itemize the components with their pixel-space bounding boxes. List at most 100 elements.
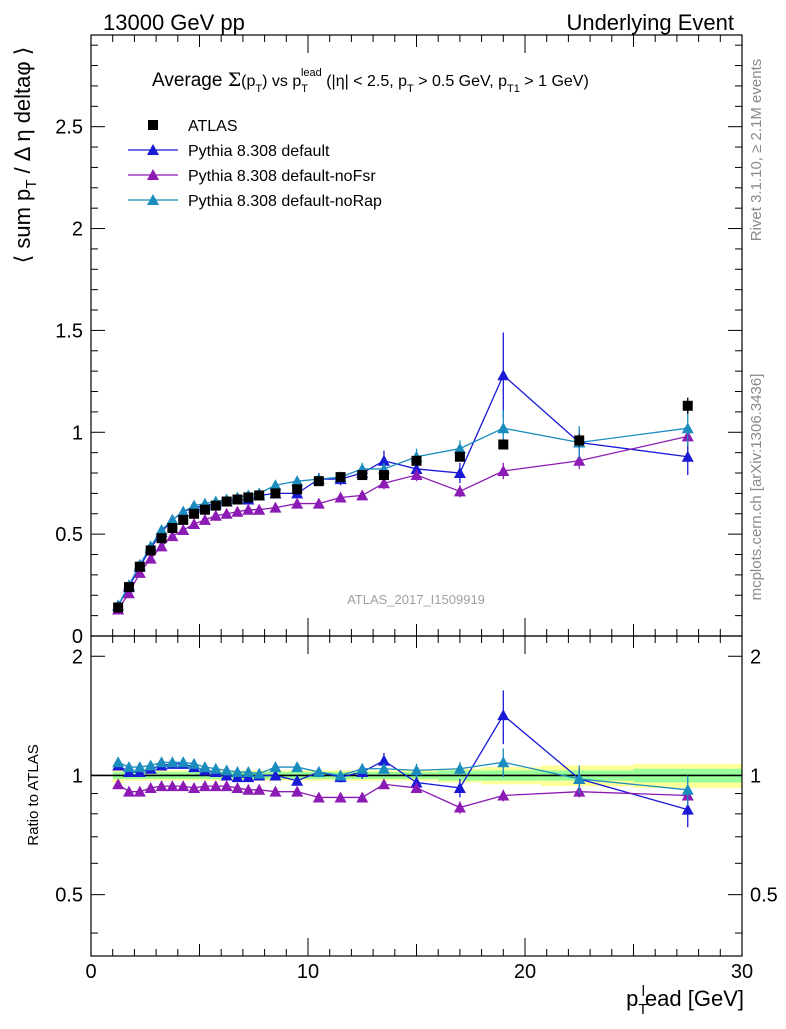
data-point (113, 602, 124, 613)
data-point (156, 533, 167, 544)
data-point (155, 540, 168, 552)
ratio-y-axis-label: Ratio to ATLAS (25, 744, 42, 845)
ratio-series-line (117, 714, 688, 811)
ratio-y-tick-label: 2 (72, 646, 83, 668)
ratio-point (497, 756, 510, 768)
svg-text:pTlead [GeV]: pTlead [GeV] (626, 983, 744, 1018)
data-point (221, 496, 232, 507)
data-point (335, 472, 346, 483)
series-line (117, 374, 688, 606)
header-right: Underlying Event (566, 10, 734, 35)
ratio-point (410, 781, 423, 793)
data-point (411, 455, 422, 466)
data-point (254, 490, 265, 501)
data-point (231, 505, 244, 517)
ratio-point (453, 781, 466, 793)
data-point (498, 439, 509, 450)
legend: ATLAS Pythia 8.308 default Pythia 8.308 de… (128, 118, 382, 210)
data-point (243, 492, 254, 503)
ratio-point (253, 767, 266, 779)
ratio-point (377, 778, 390, 790)
data-point (453, 467, 466, 479)
ratio-point (122, 761, 135, 773)
data-point (377, 477, 390, 489)
data-point (453, 442, 466, 454)
data-point (232, 494, 243, 505)
ratio-point (453, 801, 466, 813)
x-tick-label: 10 (297, 961, 319, 983)
y-axis-label: ⟨ sum pT / Δ η deltaφ ⟩ (10, 47, 40, 264)
data-point (291, 475, 304, 487)
legend-label: Pythia 8.308 default (188, 143, 330, 160)
ratio-point (291, 774, 304, 786)
data-point (453, 485, 466, 497)
y-tick-label: 1.5 (55, 320, 83, 342)
data-point (291, 497, 304, 509)
ratio-x-ticks: 0 10 20 30 (85, 636, 753, 983)
ratio-point (112, 778, 125, 790)
ratio-point (497, 789, 510, 801)
main-x-ticks (90, 35, 743, 636)
data-point (410, 469, 423, 481)
data-point (378, 470, 389, 481)
ratio-plot-frame (90, 635, 743, 957)
ratio-point (188, 781, 201, 793)
data-point (133, 566, 146, 578)
ratio-point (573, 772, 586, 784)
chart-title: Average Σ(pT) vs pTlead (|η| < 2.5, pT >… (152, 67, 589, 95)
data-point (497, 369, 510, 381)
ratio-point (231, 766, 244, 778)
data-point (334, 491, 347, 503)
legend-label: Pythia 8.308 default-noFsr (188, 168, 376, 185)
ratio-point (209, 762, 222, 774)
ratio-point (312, 791, 325, 803)
ratio-point (356, 791, 369, 803)
data-point (269, 479, 282, 491)
data-point (188, 499, 201, 511)
data-point (178, 514, 189, 525)
ratio-point (291, 785, 304, 797)
svg-text:⟨ sum pT / Δ η deltaφ ⟩: ⟨ sum pT / Δ η deltaφ ⟩ (10, 47, 40, 264)
data-point (177, 505, 190, 517)
ratio-series-layer (112, 690, 694, 828)
data-point (454, 451, 465, 462)
data-point (410, 462, 423, 474)
rivet-version-label: Rivet 3.1.10, ≥ 2.1M events (748, 59, 765, 242)
ratio-point (242, 766, 255, 778)
data-point (313, 476, 324, 487)
ratio-point (220, 780, 233, 792)
ratio-point (377, 754, 390, 766)
ratio-point (681, 803, 694, 815)
data-point (573, 454, 586, 466)
ratio-point (155, 780, 168, 792)
mcplots-label: mcplots.cern.ch [arXiv:1306.3436] (748, 374, 765, 601)
ratio-point (166, 780, 179, 792)
ratio-point (177, 756, 190, 768)
data-point (145, 545, 156, 556)
legend-marker (147, 194, 159, 205)
ratio-panel: 0.5 0.5 1 1 2 2 0 10 20 30 (55, 635, 778, 983)
data-point (269, 501, 282, 513)
ratio-point (144, 759, 157, 771)
ratio-point (334, 769, 347, 781)
data-point (681, 422, 694, 434)
ratio-y-tick-label: 0.5 (55, 885, 83, 907)
data-point (356, 489, 369, 501)
data-point (166, 513, 179, 525)
x-tick-label: 30 (731, 961, 753, 983)
data-point (292, 484, 303, 495)
legend-label: ATLAS (188, 118, 238, 135)
data-point (681, 450, 694, 462)
ratio-point (231, 781, 244, 793)
ratio-point (291, 761, 304, 773)
x-tick-label: 0 (85, 961, 96, 983)
ratio-point (410, 764, 423, 776)
data-point (682, 400, 693, 411)
x-tick-label: 20 (514, 961, 536, 983)
analysis-watermark: ATLAS_2017_I1509919 (347, 592, 485, 607)
ratio-point (220, 764, 233, 776)
data-point (155, 524, 168, 536)
ratio-point (144, 781, 157, 793)
legend-marker (147, 169, 159, 180)
